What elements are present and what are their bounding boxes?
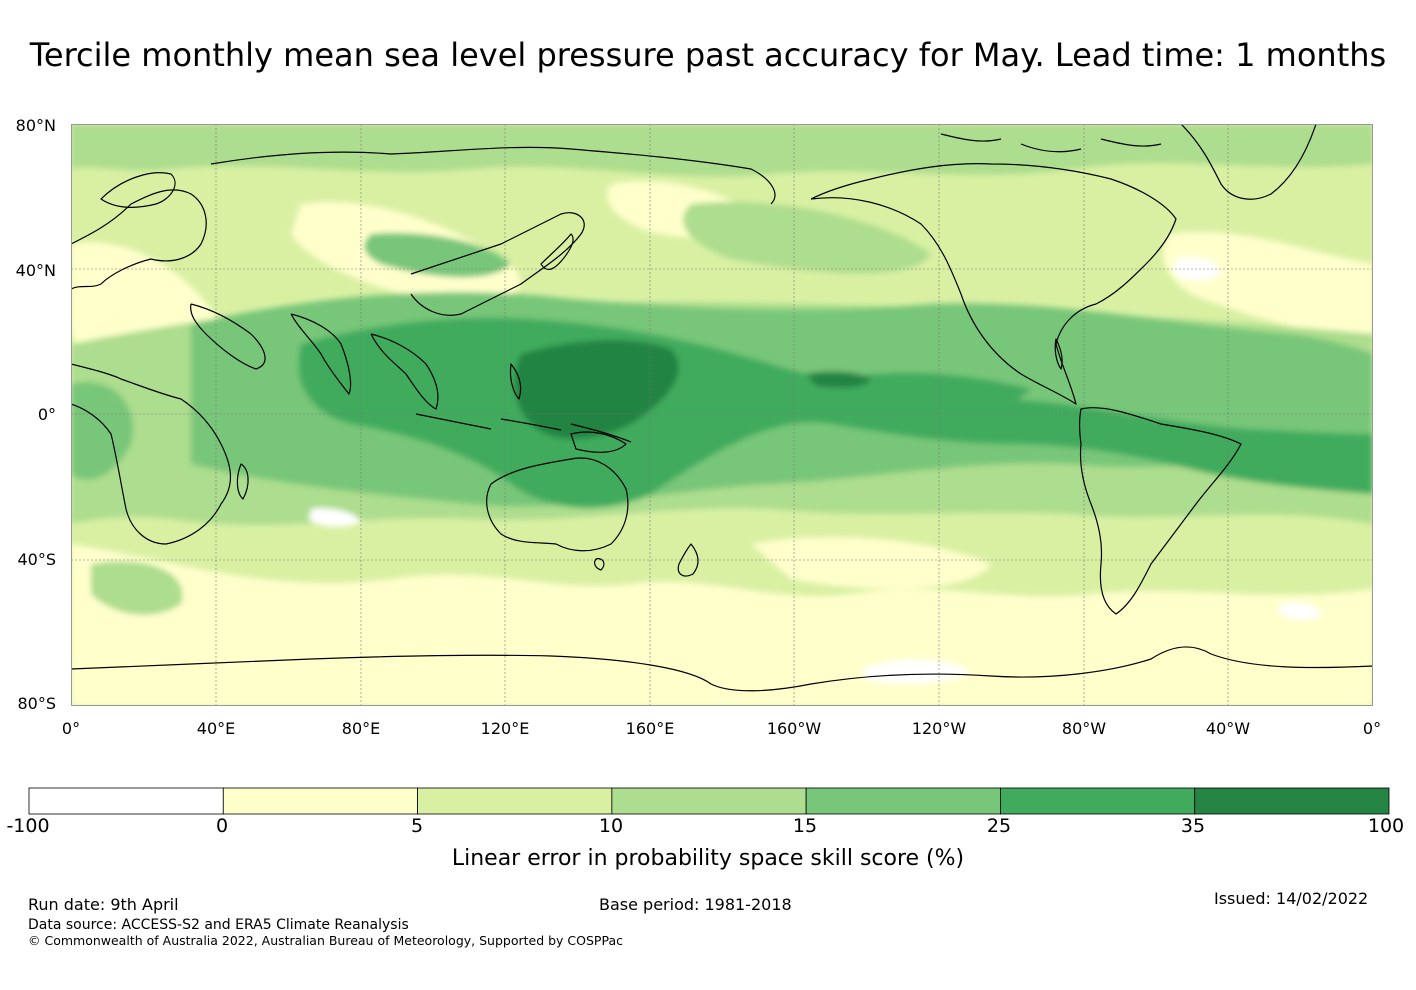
coastline-siberia (210, 146, 776, 205)
colorbar-segment (1000, 787, 1196, 815)
coastline-australia (486, 457, 629, 552)
colorbar-tick-label: 10 (598, 815, 624, 837)
issued-date: Issued: 14/02/2022 (1214, 889, 1369, 908)
lon-label-160e: 160°E (625, 719, 675, 738)
field-negative-satl (1279, 602, 1321, 620)
field-mid-south-atl (91, 561, 183, 615)
colorbar-tick-label: 35 (1180, 815, 1206, 837)
field-mid-arctic (71, 124, 1373, 177)
coastline-north-america (810, 163, 1177, 405)
colorbar-title: Linear error in probability space skill … (451, 846, 965, 871)
field-high-westafrica (71, 382, 133, 480)
colorbar-tick-label: 25 (986, 815, 1012, 837)
colorbar-segment (611, 787, 807, 815)
colorbar-tick-label: 0 (215, 815, 229, 837)
field-negative-spac (309, 508, 361, 527)
field-low-antarctic (71, 654, 1373, 706)
coastline-india (290, 313, 352, 395)
field-highest-cpac (806, 371, 871, 388)
lon-label-40w: 40°W (1205, 719, 1251, 738)
colorbar-segment (222, 787, 418, 815)
lat-label-40n: 40°N (15, 261, 56, 280)
lat-label-80s: 80°S (17, 694, 56, 713)
colorbar-segment (28, 787, 224, 815)
copyright: © Commonwealth of Australia 2022, Austra… (28, 933, 623, 948)
lat-label-40s: 40°S (17, 550, 56, 569)
lon-label-40e: 40°E (196, 719, 236, 738)
data-source: Data source: ACCESS-S2 and ERA5 Climate … (28, 917, 409, 933)
lon-label-80w: 80°W (1061, 719, 1107, 738)
coastline-madagascar (236, 463, 249, 500)
coastline-new-guinea (570, 431, 627, 453)
field-mid-npac (683, 202, 931, 274)
coastline-arabia (190, 303, 266, 370)
lat-label-80n: 80°N (15, 116, 56, 135)
lon-label-160w: 160°W (766, 719, 822, 738)
colorbar-segment (1194, 787, 1390, 815)
coastline-indonesia (415, 413, 632, 443)
lon-label-120w: 120°W (911, 719, 967, 738)
coastline-scandinavia (100, 172, 176, 208)
field-low-south (71, 544, 1373, 684)
coastline-tasmania (594, 558, 605, 571)
base-period: Base period: 1981-2018 (599, 895, 792, 914)
field-negative-antarctic (861, 659, 971, 684)
lon-label-0-east: 0° (1362, 719, 1382, 738)
skill-score-map (71, 124, 1373, 706)
colorbar-tick-label: -100 (6, 815, 50, 837)
coastline-africa (71, 363, 232, 545)
map-frame (71, 124, 1373, 706)
coastline-new-zealand (677, 543, 699, 577)
coastline-southeast-asia (370, 333, 439, 410)
colorbar-segment (417, 787, 613, 815)
colorbar-tick-label: 15 (792, 815, 818, 837)
coastline-florida (1054, 338, 1063, 370)
lat-label-0: 0° (37, 405, 56, 424)
coastline-east-asia (410, 212, 585, 316)
colorbar-tick-label: 100 (1367, 815, 1405, 837)
run-date: Run date: 9th April (28, 895, 179, 914)
lon-label-80e: 80°E (341, 719, 381, 738)
coastline-canadian-archipelago (940, 133, 1162, 153)
colorbar (28, 787, 1390, 815)
field-high-nasia (364, 233, 511, 278)
coastline-greenland (1180, 124, 1317, 200)
map-title: Tercile monthly mean sea level pressure … (29, 36, 1387, 74)
coastline-antarctica (71, 646, 1373, 692)
coastline-south-america (1078, 407, 1242, 615)
lon-label-0-west: 0° (61, 719, 81, 738)
lon-label-120e: 120°E (480, 719, 530, 738)
coastline-japan (540, 233, 574, 271)
field-low-natlantic (1162, 231, 1373, 344)
colorbar-segment (805, 787, 1001, 815)
field-low-spacific (751, 536, 991, 589)
coastline-europe (71, 189, 207, 290)
coastline-philippines (509, 363, 522, 400)
colorbar-tick-label: 5 (410, 815, 424, 837)
